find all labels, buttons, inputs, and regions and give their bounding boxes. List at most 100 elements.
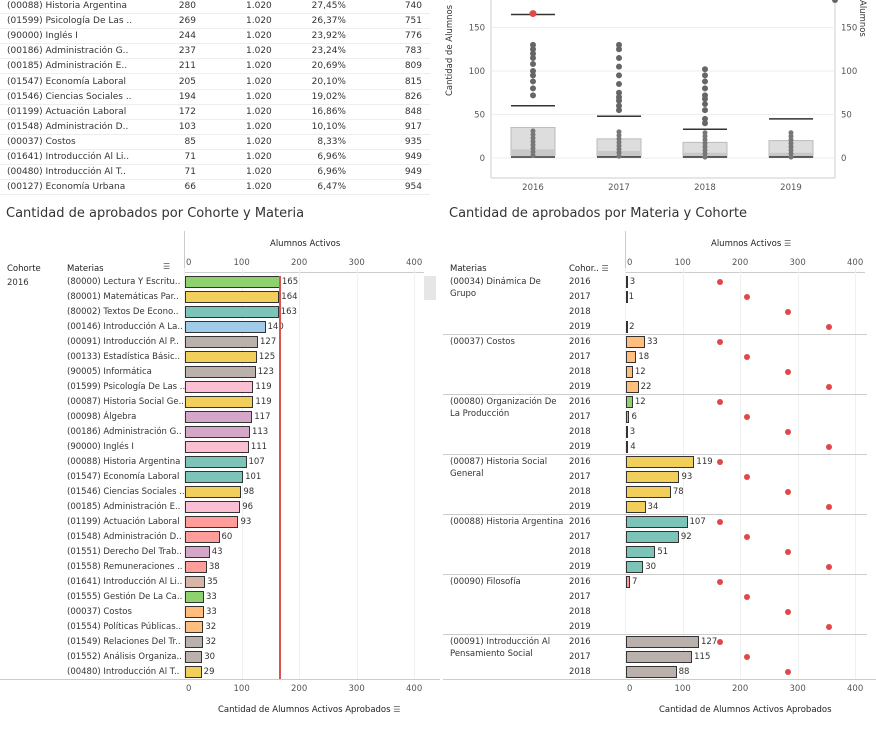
right-top-tick: 100 — [674, 258, 691, 268]
table-cell-value: 244 — [178, 31, 196, 42]
left-bar[interactable] — [185, 591, 204, 603]
left-bar[interactable] — [185, 561, 207, 573]
left-bar[interactable] — [185, 276, 280, 288]
table-cell-materia: (01641) Introducción Al Li.. — [7, 152, 130, 162]
right-reference-dot — [716, 459, 723, 465]
left-bar[interactable] — [185, 456, 247, 468]
left-row-label: (90000) Inglés I — [67, 442, 134, 452]
left-bar[interactable] — [185, 501, 241, 513]
right-bar-value: 18 — [638, 352, 650, 362]
right-gridline — [740, 268, 741, 679]
right-reference-dot — [716, 399, 723, 405]
table-row: (00088) Historia Argentina 280 1.020 27,45%… — [0, 0, 440, 14]
left-bar[interactable] — [185, 396, 254, 408]
right-bar-value: 92 — [680, 532, 692, 542]
right-year-label: 2017 — [569, 352, 591, 362]
left-bar[interactable] — [185, 576, 206, 588]
right-bar-value: 1 — [628, 292, 634, 302]
right-bar[interactable] — [626, 576, 631, 588]
right-year-label: 2019 — [569, 562, 591, 572]
left-bar[interactable] — [185, 531, 220, 543]
table-cell-value: 194 — [178, 91, 196, 102]
left-bar[interactable] — [185, 291, 280, 303]
right-reference-dot — [744, 294, 751, 300]
boxplot-outlier — [702, 120, 708, 127]
left-bar[interactable] — [185, 516, 239, 528]
right-group-label-2: Grupo — [450, 289, 477, 299]
left-bar[interactable] — [185, 666, 202, 678]
right-bar[interactable] — [626, 426, 628, 438]
right-chart-title: Cantidad de aprobados por Materia y Coho… — [449, 206, 748, 221]
right-bar[interactable] — [626, 501, 646, 513]
left-bar-value: 35 — [207, 577, 218, 587]
right-bar[interactable] — [626, 561, 644, 573]
left-top-tick: 300 — [348, 258, 365, 268]
right-bar[interactable] — [626, 381, 639, 393]
boxplot-outlier — [530, 72, 536, 79]
table-cell-value: 269 — [178, 16, 196, 27]
left-bar[interactable] — [185, 411, 253, 423]
left-bar[interactable] — [185, 306, 279, 318]
left-gridline — [184, 268, 185, 679]
right-bar[interactable] — [626, 276, 628, 288]
right-bar[interactable] — [626, 636, 700, 648]
table-cell-percent: 23,24% — [311, 46, 346, 57]
table-row: (00037) Costos 85 1.020 8,33% 935 — [0, 135, 440, 150]
table-cell-total: 1.020 — [246, 16, 272, 27]
left-top-axis — [184, 272, 424, 273]
right-bar[interactable] — [626, 441, 629, 453]
left-bar[interactable] — [185, 606, 204, 618]
right-bar-value: 7 — [632, 577, 638, 587]
right-bar[interactable] — [626, 546, 656, 558]
right-bar[interactable] — [626, 486, 671, 498]
left-bar[interactable] — [185, 366, 256, 378]
left-bar[interactable] — [185, 426, 250, 438]
table-cell-percent: 20,10% — [311, 76, 346, 87]
left-row-label: (01199) Actuación Laboral — [67, 517, 180, 527]
right-reference-dot — [716, 579, 723, 585]
table-cell-remaining: 783 — [404, 46, 422, 57]
right-bar[interactable] — [626, 411, 630, 423]
cohorte-value: 2016 — [7, 278, 29, 288]
right-year-label: 2016 — [569, 577, 591, 587]
boxplot-outlier-edge — [832, 0, 838, 3]
right-bar[interactable] — [626, 321, 628, 333]
left-row-label: (01548) Administración D.. — [67, 532, 182, 542]
left-bar[interactable] — [185, 441, 249, 453]
right-bar[interactable] — [626, 366, 633, 378]
right-bar[interactable] — [626, 516, 688, 528]
right-bar[interactable] — [626, 471, 680, 483]
sort-icon[interactable]: ☰ — [163, 262, 171, 271]
left-bar[interactable] — [185, 381, 254, 393]
left-bar[interactable] — [185, 471, 244, 483]
left-bar[interactable] — [185, 546, 210, 558]
left-bar[interactable] — [185, 636, 204, 648]
right-reference-dot — [785, 609, 792, 615]
left-bar[interactable] — [185, 321, 266, 333]
boxplot-point — [788, 133, 794, 139]
table-row: (01641) Introducción Al Li.. 71 1.020 6,96%… — [0, 150, 440, 165]
table-cell-remaining: 935 — [404, 136, 422, 147]
left-gridline — [299, 268, 300, 679]
right-bar[interactable] — [626, 351, 637, 363]
left-bar[interactable] — [185, 336, 259, 348]
table-cell-total: 1.020 — [246, 61, 272, 72]
left-bar[interactable] — [185, 621, 204, 633]
right-bar[interactable] — [626, 456, 695, 468]
right-bar[interactable] — [626, 666, 677, 678]
right-bar[interactable] — [626, 651, 693, 663]
boxplot-ytick-right: 50 — [841, 111, 852, 121]
right-bottom-tick: 200 — [732, 684, 749, 694]
left-bar[interactable] — [185, 486, 242, 498]
table-cell-percent: 8,33% — [317, 136, 346, 147]
left-bar[interactable] — [185, 651, 203, 663]
right-bar[interactable] — [626, 396, 633, 408]
left-bar-value: 164 — [281, 292, 298, 302]
right-bar[interactable] — [626, 531, 679, 543]
right-bar[interactable] — [626, 336, 645, 348]
left-row-label: (80001) Matemáticas Par.. — [67, 292, 179, 302]
left-bar[interactable] — [185, 351, 257, 363]
right-bar[interactable] — [626, 291, 628, 303]
right-bar-value: 3 — [629, 427, 636, 437]
left-scrollbar[interactable] — [424, 276, 436, 300]
